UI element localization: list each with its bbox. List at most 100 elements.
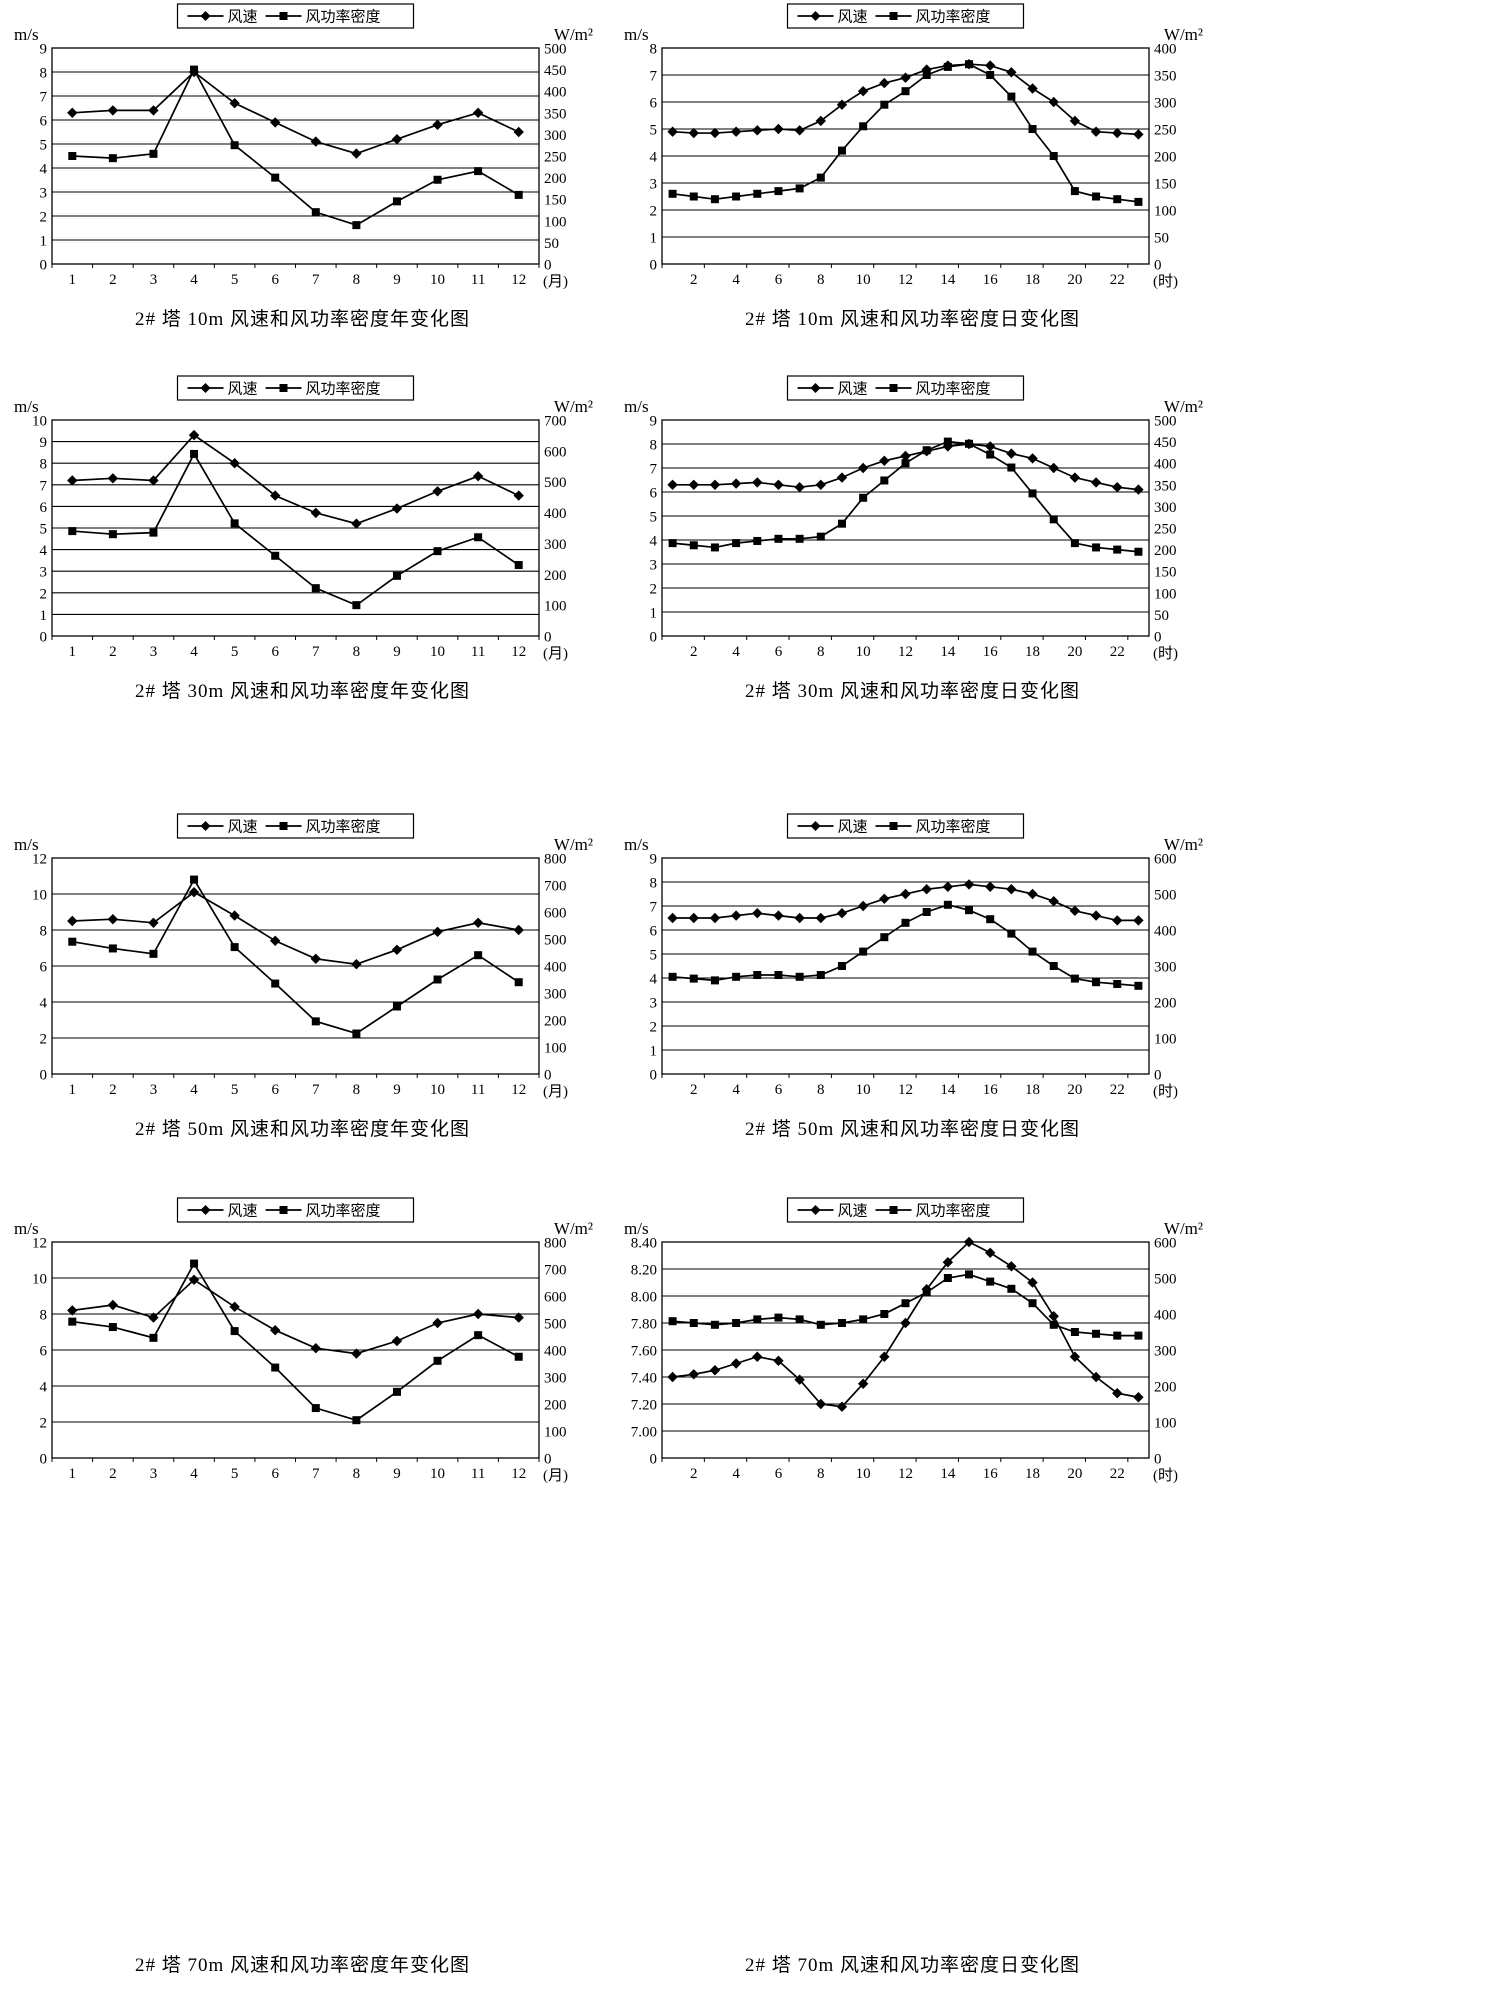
x-axis-tick-label: 22 [1110,1082,1125,1098]
x-axis-tick-label: 16 [983,644,999,660]
right-axis-tick-label: 350 [544,106,567,122]
legend: 风速 风功率密度 [786,1197,1025,1223]
legend-power-label: 风功率密度 [306,1203,381,1220]
left-axis-tick-label: 7.80 [631,1317,657,1333]
left-axis-tick-label: 5 [650,948,658,964]
left-axis-tick-label: 3 [650,996,658,1012]
left-axis-unit: m/s [624,25,649,44]
gridlines [52,47,539,265]
figure-30m-yearly: 0 1 2 3 4 5 6 7 8 9 10 0 100 200 300 400 500 600 700 1 2 3 4 5 6… [10,374,595,704]
left-axis-tick-label: 1 [40,234,48,250]
right-axis-tick-label: 700 [544,879,567,895]
right-axis-tick-label: 600 [544,906,567,922]
legend: 风速 风功率密度 [176,375,415,401]
x-axis-tick-label: 10 [430,644,445,660]
right-axis-tick-label: 200 [1154,1380,1177,1396]
x-axis-tick-label: 2 [109,644,117,660]
legend: 风速 风功率密度 [176,813,415,839]
x-axis-tick-label: 20 [1067,1082,1082,1098]
left-axis-tick-label: 4 [40,543,48,559]
left-axis-tick-label: 10 [32,888,47,904]
x-axis-tick-label: 6 [775,644,783,660]
x-axis-tick-label: 4 [190,272,198,288]
figure-10m-yearly: 0 1 2 3 4 5 6 7 8 9 0 50 100 150 200 250 300 350 400 450 500… [10,2,595,332]
left-axis-tick-label: 2 [40,210,48,226]
left-axis-tick-label: 12 [32,852,47,868]
right-axis-tick-label: 150 [1154,565,1177,581]
legend-speed-label: 风速 [228,1203,258,1220]
x-axis-tick-label: 10 [856,272,871,288]
x-axis-tick-label: 20 [1067,272,1082,288]
x-axis-unit: (月) [543,1468,568,1484]
right-axis-tick-label: 100 [544,1425,567,1441]
x-axis-unit: (月) [543,1084,568,1100]
legend-power-label: 风功率密度 [916,819,991,836]
wind-speed-series [667,879,1144,926]
gridlines [662,419,1149,637]
legend-power-label: 风功率密度 [306,9,381,26]
left-axis-tick-label: 2 [650,582,658,598]
left-axis-tick-label: 7.20 [631,1398,657,1414]
right-axis-tick-label: 0 [544,630,552,646]
x-axis-tick-label: 7 [312,272,320,288]
x-axis-tick-label: 5 [231,1466,239,1482]
right-axis-unit: W/m² [1164,835,1203,854]
right-axis-tick-label: 800 [544,852,567,868]
x-axis-tick-label: 4 [190,644,198,660]
left-axis-tick-label: 4 [650,534,658,550]
left-axis-tick-label: 12 [32,1236,47,1252]
x-axis-tick-label: 11 [471,1466,485,1482]
right-axis-tick-label: 300 [1154,96,1177,112]
x-axis-tick-label: 11 [471,644,485,660]
right-axis-tick-label: 400 [1154,1308,1177,1324]
right-axis-tick-label: 600 [1154,1236,1177,1252]
right-axis-tick-label: 100 [1154,586,1177,602]
x-axis-tick-label: 10 [430,272,445,288]
chart-canvas-30m-daily: 0123456789050100150200250300350400450500… [620,374,1205,674]
gridlines [52,419,539,637]
gridlines [52,1241,539,1459]
x-axis-tick-label: 10 [856,644,871,660]
wind-speed-series [67,429,524,529]
right-axis-tick-label: 300 [1154,960,1177,976]
x-axis-unit: (时) [1153,645,1178,662]
left-axis-tick-label: 3 [40,186,48,202]
left-axis-tick-label: 9 [40,435,48,451]
x-axis-tick-label: 10 [430,1082,445,1098]
left-axis-tick-label: 10 [32,1272,47,1288]
x-axis-tick-label: 18 [1025,1082,1040,1098]
x-axis-tick-label: 18 [1025,272,1040,288]
x-axis-tick-label: 9 [393,272,401,288]
left-axis-tick-label: 2 [40,586,48,602]
left-axis-tick-label: 7.40 [631,1371,657,1387]
x-axis-tick-label: 22 [1110,272,1125,288]
x-axis-tick-label: 8 [353,644,361,660]
x-axis-unit: (月) [543,646,568,662]
right-axis-tick-label: 250 [1154,123,1177,139]
right-axis-tick-label: 600 [544,444,567,460]
right-axis-tick-label: 0 [1154,1452,1162,1468]
right-axis-tick-label: 200 [1154,543,1177,559]
left-axis-tick-label: 7 [40,478,48,494]
legend: 风速 风功率密度 [176,3,415,29]
right-axis-tick-label: 100 [1154,1032,1177,1048]
right-axis-tick-label: 0 [544,1452,552,1468]
square-marker-icon [889,12,898,20]
diamond-marker-icon [810,821,821,831]
left-axis-tick-label: 1 [650,1044,658,1060]
left-axis-tick-label: 4 [650,972,658,988]
left-axis-tick-label: 7 [650,462,658,478]
right-axis-tick-label: 350 [1154,69,1177,85]
figure-50m-yearly: 0 2 4 6 8 10 12 0 100 200 300 400 500 600 700 800 1 2 3 4 5 6… [10,812,595,1142]
x-axis-tick-label: 3 [150,1466,158,1482]
x-axis-tick-label: 3 [150,1082,158,1098]
left-axis-tick-label: 3 [650,177,658,193]
left-axis-tick-label: 6 [40,960,48,976]
left-axis-tick-label: 7.60 [631,1344,657,1360]
legend-speed-label: 风速 [228,819,258,836]
left-axis-unit: m/s [14,835,39,854]
left-axis-tick-label: 5 [40,138,48,154]
legend-power-label: 风功率密度 [916,9,991,26]
